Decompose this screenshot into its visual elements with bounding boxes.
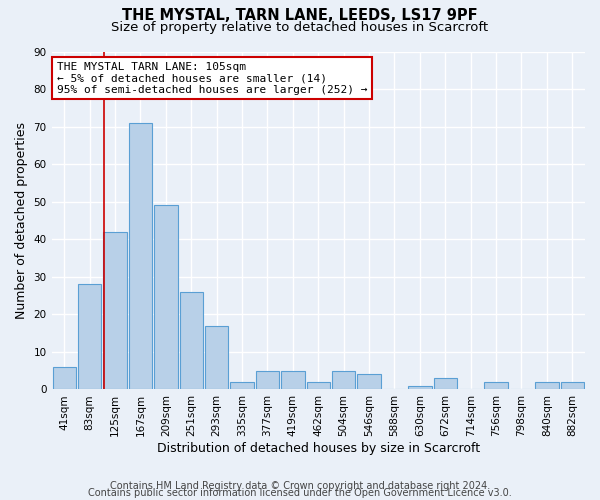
- Bar: [408, 386, 431, 390]
- Bar: [358, 374, 381, 390]
- Bar: [230, 382, 254, 390]
- Bar: [103, 232, 127, 390]
- Bar: [332, 370, 355, 390]
- Bar: [129, 123, 152, 390]
- Text: THE MYSTAL, TARN LANE, LEEDS, LS17 9PF: THE MYSTAL, TARN LANE, LEEDS, LS17 9PF: [122, 8, 478, 22]
- Bar: [205, 326, 229, 390]
- Bar: [154, 206, 178, 390]
- Bar: [535, 382, 559, 390]
- Text: Contains public sector information licensed under the Open Government Licence v3: Contains public sector information licen…: [88, 488, 512, 498]
- Text: Size of property relative to detached houses in Scarcroft: Size of property relative to detached ho…: [112, 21, 488, 34]
- Bar: [281, 370, 305, 390]
- Bar: [484, 382, 508, 390]
- Text: THE MYSTAL TARN LANE: 105sqm
← 5% of detached houses are smaller (14)
95% of sem: THE MYSTAL TARN LANE: 105sqm ← 5% of det…: [57, 62, 367, 95]
- Text: Contains HM Land Registry data © Crown copyright and database right 2024.: Contains HM Land Registry data © Crown c…: [110, 481, 490, 491]
- Y-axis label: Number of detached properties: Number of detached properties: [15, 122, 28, 319]
- Bar: [560, 382, 584, 390]
- Bar: [256, 370, 279, 390]
- Bar: [179, 292, 203, 390]
- X-axis label: Distribution of detached houses by size in Scarcroft: Distribution of detached houses by size …: [157, 442, 480, 455]
- Bar: [78, 284, 101, 390]
- Bar: [53, 367, 76, 390]
- Bar: [307, 382, 330, 390]
- Bar: [434, 378, 457, 390]
